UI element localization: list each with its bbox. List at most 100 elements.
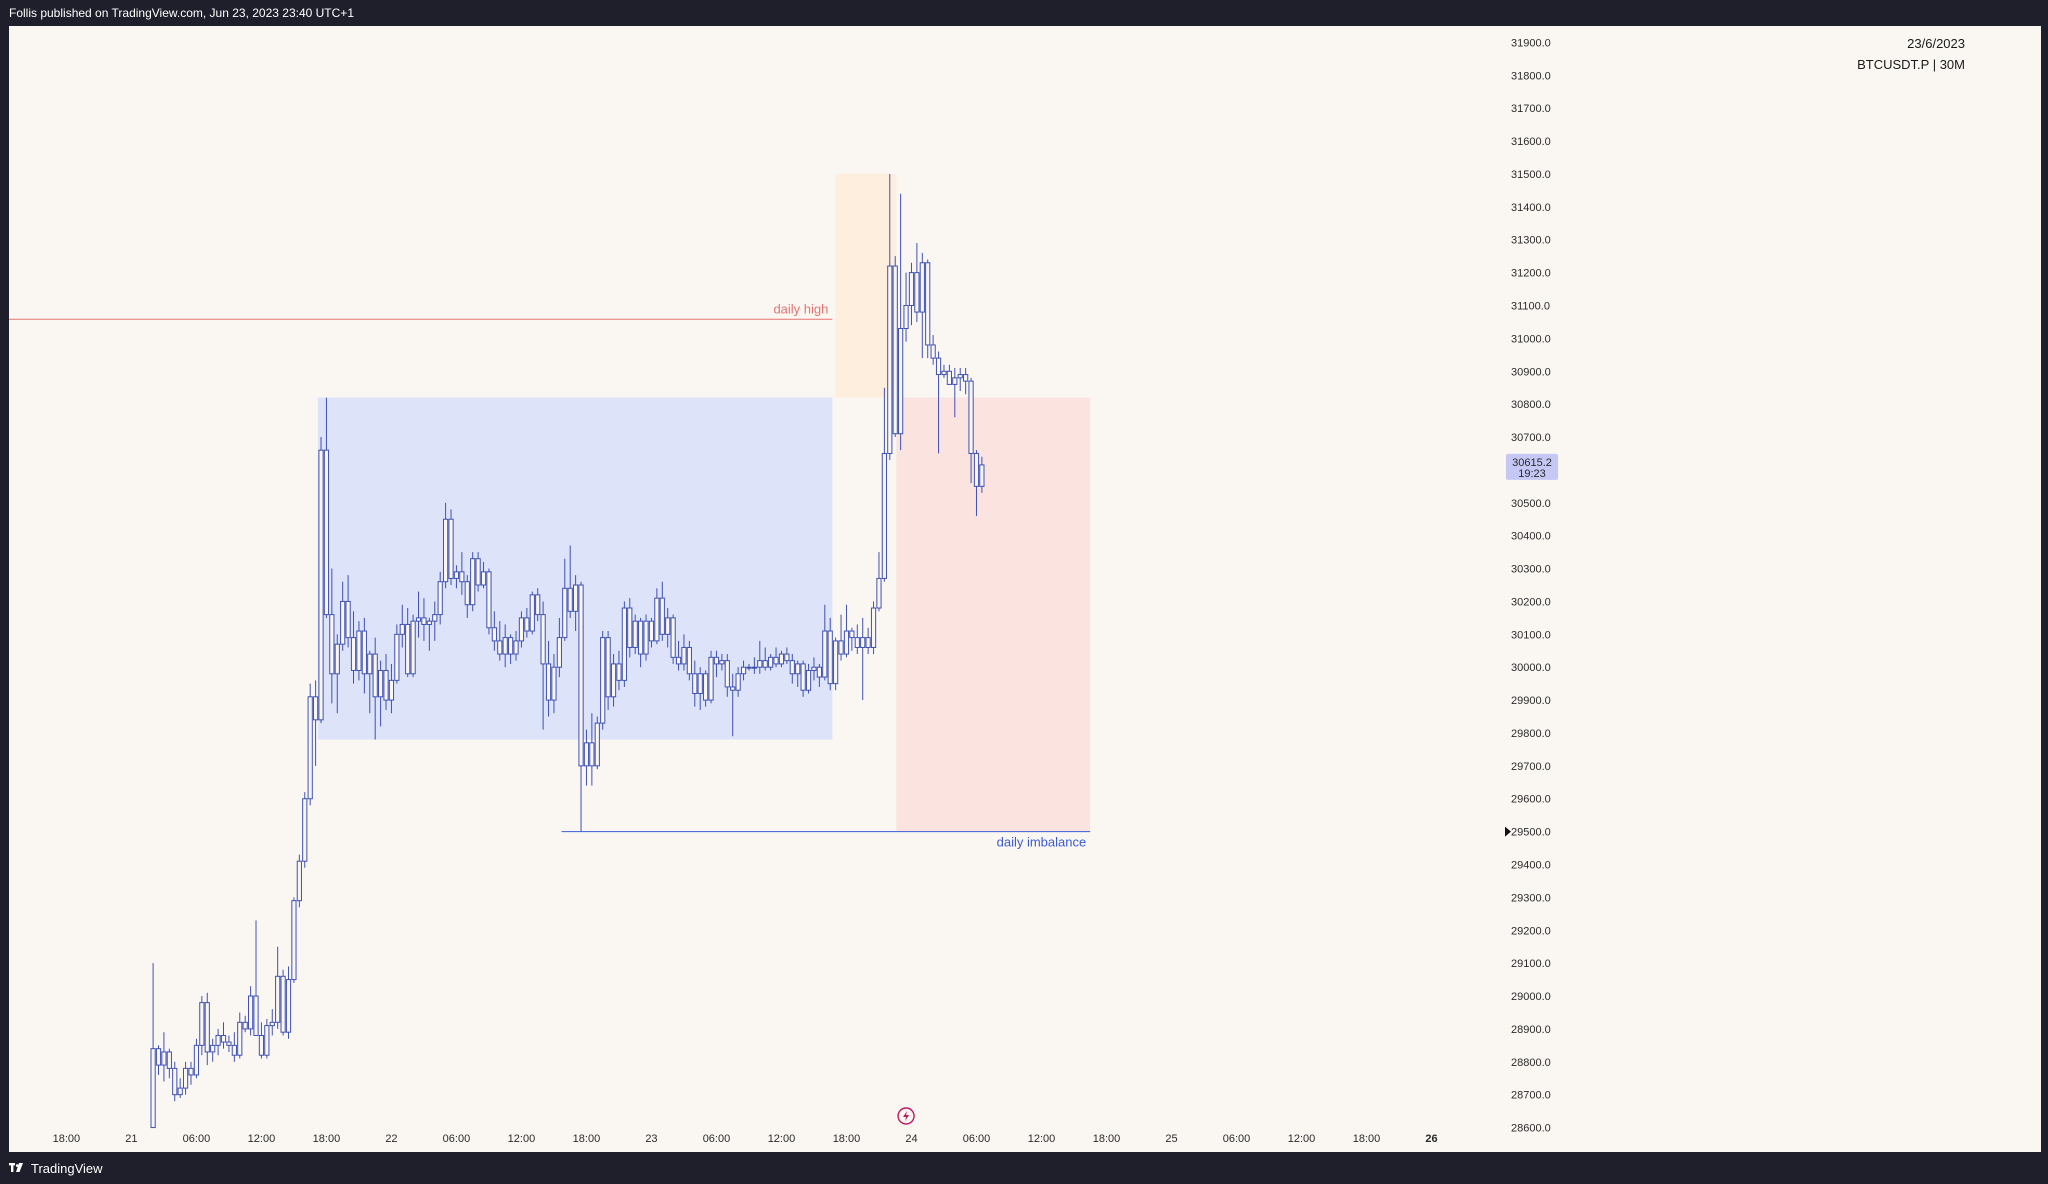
candle xyxy=(789,654,795,684)
y-tick-label: 31400.0 xyxy=(1511,202,1551,214)
candle-body xyxy=(356,630,362,671)
candle-body xyxy=(659,597,665,635)
candle-body xyxy=(323,449,330,616)
candle xyxy=(405,608,411,678)
candle-body xyxy=(204,1002,210,1053)
y-tick-label: 30700.0 xyxy=(1511,432,1551,444)
candle-body xyxy=(177,1087,183,1096)
candle xyxy=(188,1061,194,1085)
candlestick-chart[interactable]: daily high daily imbalance 31900.0 31800.0… xyxy=(9,26,2041,1152)
candle xyxy=(578,581,584,832)
candle-body xyxy=(215,1034,221,1046)
daily-imbalance-label: daily imbalance xyxy=(997,835,1087,850)
candle-body xyxy=(480,571,487,586)
x-tick-label: 12:00 xyxy=(1028,1133,1056,1145)
x-tick-label: 26 xyxy=(1425,1133,1437,1145)
candle xyxy=(843,604,850,658)
candle-body xyxy=(762,660,768,668)
info-symbol: BTCUSDT.P | 30M xyxy=(1857,57,1965,72)
candle xyxy=(296,854,302,908)
candle-body xyxy=(638,620,644,655)
x-tick-label: 12:00 xyxy=(248,1133,276,1145)
candle xyxy=(610,654,617,707)
levels-layer: daily high daily imbalance xyxy=(9,301,1091,850)
candle-body xyxy=(583,742,590,767)
chart-panel[interactable]: daily high daily imbalance 31900.0 31800.0… xyxy=(9,26,2041,1152)
candle-body xyxy=(285,979,292,1033)
candle-body xyxy=(795,663,801,675)
x-tick-label: 23 xyxy=(645,1133,657,1145)
candle-body xyxy=(600,637,606,724)
x-tick-label: 22 xyxy=(385,1133,397,1145)
candle xyxy=(361,617,367,694)
candle-body xyxy=(497,640,503,655)
candle-body xyxy=(253,995,259,1036)
x-tick-label: 06:00 xyxy=(1223,1133,1251,1145)
candle-body xyxy=(399,623,405,635)
candle xyxy=(285,966,292,1039)
range-zone xyxy=(317,397,833,740)
candle-body xyxy=(919,262,925,313)
candle-body xyxy=(811,666,817,671)
brand-text: TradingView xyxy=(31,1160,103,1176)
candle-body xyxy=(334,643,340,675)
candle xyxy=(210,1038,216,1062)
y-tick-label: 31600.0 xyxy=(1511,136,1551,148)
y-tick-label: 30800.0 xyxy=(1511,399,1551,411)
candle xyxy=(356,621,362,681)
candle-body xyxy=(800,663,806,691)
candle-body xyxy=(307,696,313,800)
candle-body xyxy=(426,620,432,625)
candle xyxy=(957,367,963,391)
candle-body xyxy=(470,558,476,606)
candle xyxy=(730,673,736,737)
candle-body xyxy=(903,305,909,330)
candle xyxy=(475,552,481,592)
candle-body xyxy=(865,637,871,648)
candle-body xyxy=(805,669,812,691)
candle xyxy=(968,377,974,484)
candle xyxy=(562,558,568,641)
y-tick-label: 30400.0 xyxy=(1511,531,1551,543)
candle-body xyxy=(508,637,514,655)
candle xyxy=(556,617,562,678)
candle-body xyxy=(627,607,633,648)
candle-body xyxy=(421,617,427,625)
x-tick-label: 06:00 xyxy=(703,1133,731,1145)
candle-body xyxy=(849,630,855,639)
candle-body xyxy=(378,669,384,698)
candle-body xyxy=(692,673,698,695)
candle xyxy=(518,611,525,648)
candle xyxy=(448,509,454,585)
candle xyxy=(302,792,308,868)
tradingview-logo-icon[interactable] xyxy=(9,1163,25,1173)
candle xyxy=(480,561,487,589)
candle-body xyxy=(432,614,438,622)
candle xyxy=(849,627,855,651)
candle xyxy=(908,262,915,326)
candle xyxy=(508,634,514,664)
candle-body xyxy=(816,666,822,678)
candle-body xyxy=(172,1067,178,1096)
candle xyxy=(870,601,877,655)
candle-body xyxy=(551,666,557,701)
candle-body xyxy=(930,344,936,359)
candle xyxy=(914,243,920,322)
y-tick-label: 29500.0 xyxy=(1511,827,1551,839)
candle xyxy=(470,552,476,612)
candle xyxy=(627,598,633,658)
x-tick-label: 12:00 xyxy=(1288,1133,1316,1145)
candle-body xyxy=(518,617,525,642)
candle xyxy=(345,575,351,648)
candle xyxy=(860,617,866,701)
candle xyxy=(269,1009,275,1036)
candle xyxy=(713,650,720,678)
candle-body xyxy=(475,558,481,586)
candle-body xyxy=(448,518,454,579)
candle xyxy=(242,1015,248,1033)
candle xyxy=(264,1019,270,1059)
y-tick-label: 28900.0 xyxy=(1511,1024,1551,1036)
y-tick-label: 31500.0 xyxy=(1511,169,1551,181)
x-tick-label: 21 xyxy=(125,1133,137,1145)
x-tick-label: 18:00 xyxy=(1353,1133,1381,1145)
